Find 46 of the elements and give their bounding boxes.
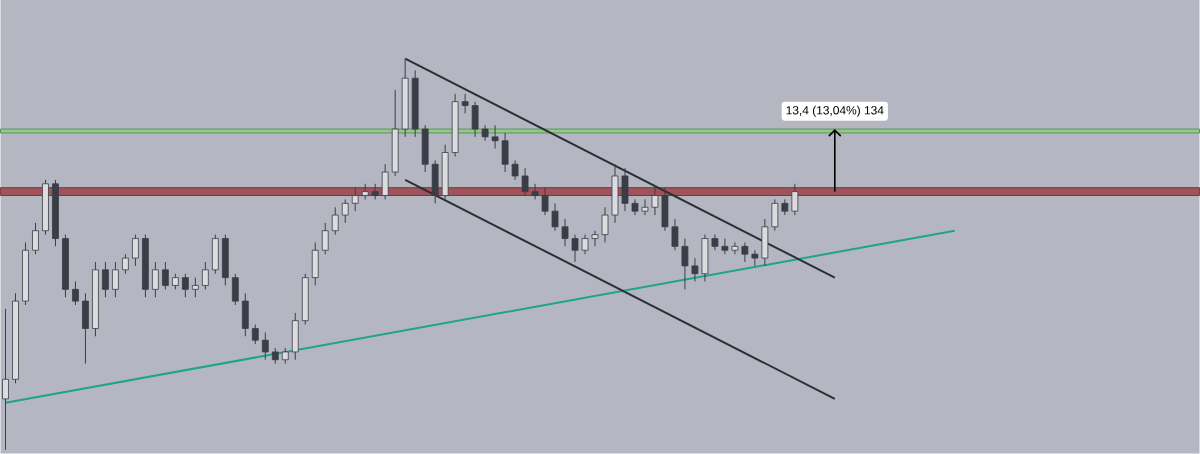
candlestick [341, 199, 349, 224]
candlestick [2, 308, 9, 451]
candlestick [112, 261, 119, 298]
candlestick [581, 234, 589, 255]
candlestick [511, 160, 519, 181]
candlestick [591, 230, 599, 248]
candlestick [571, 234, 579, 263]
candlestick [181, 273, 189, 298]
candlestick [102, 261, 109, 298]
candlestick [601, 206, 609, 244]
candlestick [161, 261, 169, 291]
candlestick [671, 218, 679, 251]
candlestick [122, 253, 129, 275]
candlestick [791, 183, 799, 216]
candlestick [681, 238, 689, 291]
candlestick [651, 187, 659, 216]
candlestick [261, 332, 269, 361]
candlestick [321, 222, 329, 255]
candlestick [151, 261, 159, 298]
candlestick [751, 249, 759, 267]
candlestick [741, 242, 749, 263]
candlestick [461, 93, 469, 115]
candlestick [231, 273, 239, 306]
candlestick [132, 234, 139, 267]
candlestick [201, 261, 209, 291]
candlestick [331, 206, 339, 236]
candlestick [471, 101, 479, 138]
candlestick [551, 203, 559, 232]
candlestick [771, 199, 779, 232]
candlestick [731, 242, 739, 255]
candlestick [521, 167, 529, 197]
annotation: 13,4 (13,04%) 134 [786, 105, 884, 118]
candlestick [691, 257, 699, 283]
candlestick [641, 199, 649, 216]
candlestick [561, 218, 569, 248]
candlestick [491, 124, 499, 150]
candlestick [381, 163, 389, 201]
candlestick [531, 183, 539, 201]
candlestick [351, 187, 359, 212]
candlestick [721, 238, 729, 255]
candlestick [32, 222, 39, 255]
candlestick [541, 187, 549, 216]
candlestick [191, 277, 199, 298]
candlestick [72, 281, 79, 306]
candlestick [501, 132, 509, 173]
candlestick [251, 324, 259, 345]
